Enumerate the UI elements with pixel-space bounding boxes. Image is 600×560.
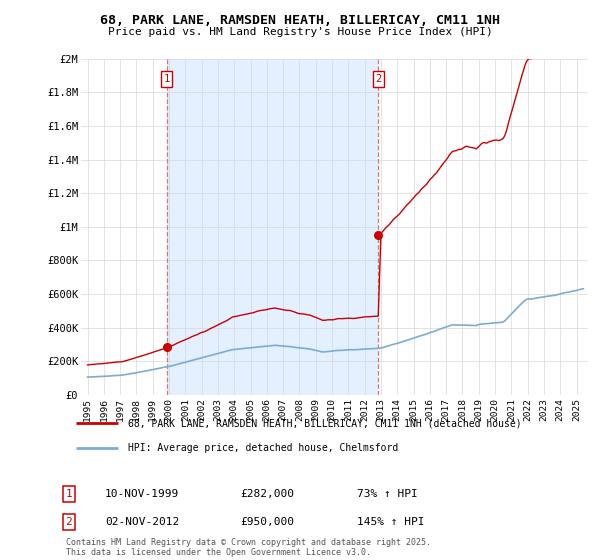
- Text: 1: 1: [65, 489, 73, 499]
- Text: 68, PARK LANE, RAMSDEN HEATH, BILLERICAY, CM11 1NH (detached house): 68, PARK LANE, RAMSDEN HEATH, BILLERICAY…: [128, 418, 521, 428]
- Text: 10-NOV-1999: 10-NOV-1999: [105, 489, 179, 499]
- Text: 68, PARK LANE, RAMSDEN HEATH, BILLERICAY, CM11 1NH: 68, PARK LANE, RAMSDEN HEATH, BILLERICAY…: [100, 14, 500, 27]
- Text: Contains HM Land Registry data © Crown copyright and database right 2025.
This d: Contains HM Land Registry data © Crown c…: [66, 538, 431, 557]
- Text: 02-NOV-2012: 02-NOV-2012: [105, 517, 179, 527]
- Text: 2: 2: [65, 517, 73, 527]
- Text: 1: 1: [164, 74, 170, 84]
- Text: 2: 2: [375, 74, 382, 84]
- Text: 73% ↑ HPI: 73% ↑ HPI: [357, 489, 418, 499]
- Text: £282,000: £282,000: [240, 489, 294, 499]
- Text: £950,000: £950,000: [240, 517, 294, 527]
- Text: HPI: Average price, detached house, Chelmsford: HPI: Average price, detached house, Chel…: [128, 442, 398, 452]
- Text: Price paid vs. HM Land Registry's House Price Index (HPI): Price paid vs. HM Land Registry's House …: [107, 27, 493, 37]
- Bar: [167, 59, 379, 395]
- Text: 145% ↑ HPI: 145% ↑ HPI: [357, 517, 425, 527]
